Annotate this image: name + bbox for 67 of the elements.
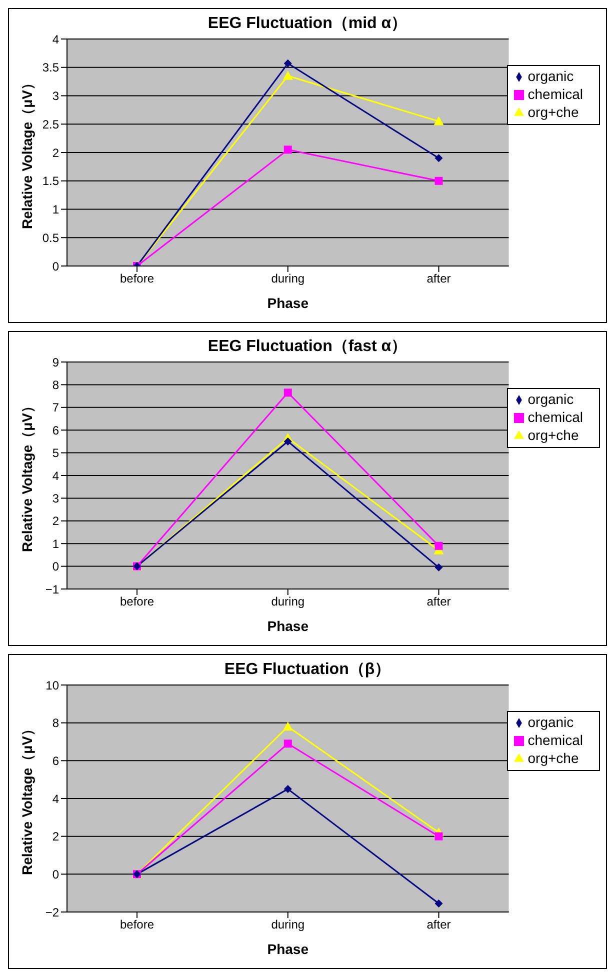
point [434,176,443,185]
y-tick-label: 1 [52,536,60,551]
point [284,59,292,68]
y-tick-label: 8 [52,716,60,730]
legend-label: org+che [528,104,579,120]
y-tick-label: 5 [52,446,60,460]
chart-title: EEG Fluctuation（fast α） [208,338,408,355]
x-tick-label: before [120,918,154,932]
y-tick-label: 2 [52,830,60,844]
x-tick-label: before [120,594,154,609]
y-axis-title: Relative Voltage（μV） [18,398,35,552]
x-axis-title: Phase [267,940,309,957]
point [284,785,292,794]
point [434,832,443,840]
y-tick-label: 1 [52,202,60,217]
legend-label: chemical [528,732,583,748]
y-tick-label: 3 [52,491,60,506]
y-tick-label: 2 [52,514,60,528]
point [434,899,443,908]
y-tick-label: 3 [52,89,60,104]
point [434,542,443,550]
point [434,154,443,162]
y-tick-label: −2 [45,905,60,920]
legend-label: organic [528,391,574,407]
y-tick-label: 0 [52,259,60,274]
y-tick-label: 0 [52,560,60,574]
x-tick-label: after [426,594,451,609]
y-tick-label: 6 [52,423,60,438]
x-axis-title: Phase [267,294,309,311]
y-tick-label: 9 [52,355,60,370]
legend-label: chemical [528,409,583,425]
point [284,388,292,397]
x-tick-label: during [271,594,305,609]
legend-label: chemical [528,86,583,102]
legend-label: org+che [528,427,579,443]
legend-label: org+che [528,750,579,766]
y-tick-label: 2 [52,146,60,160]
legend-label: organic [528,714,574,730]
y-tick-label: 6 [52,754,60,768]
point [434,563,443,572]
x-axis-title: Phase [267,618,309,634]
legend-label: organic [528,68,574,84]
y-tick-label: 4 [52,468,60,483]
x-tick-label: before [120,272,154,286]
y-axis-title: Relative Voltage（μV） [18,76,35,230]
y-tick-label: 0.5 [42,230,60,245]
y-tick-label: 8 [52,378,60,392]
y-tick-label: −1 [45,582,60,596]
y-tick-label: 4 [52,792,60,806]
x-tick-label: during [271,272,305,286]
y-tick-label: 2.5 [42,117,60,132]
chart-title: EEG Fluctuation（β） [224,661,391,678]
y-tick-label: 3.5 [42,60,60,75]
y-tick-label: 0 [52,867,60,882]
y-tick-label: 1.5 [42,174,60,188]
point [282,722,293,731]
point [284,437,292,446]
x-tick-label: during [271,918,305,932]
y-axis-title: Relative Voltage（μV） [18,722,35,876]
y-tick-label: 7 [52,400,60,415]
x-tick-label: after [426,918,451,932]
chart-title: EEG Fluctuation（mid α） [208,15,408,32]
x-tick-label: after [426,272,451,286]
y-tick-label: 4 [52,32,60,46]
y-tick-label: 10 [46,678,60,692]
point [284,146,292,154]
point [284,740,292,748]
